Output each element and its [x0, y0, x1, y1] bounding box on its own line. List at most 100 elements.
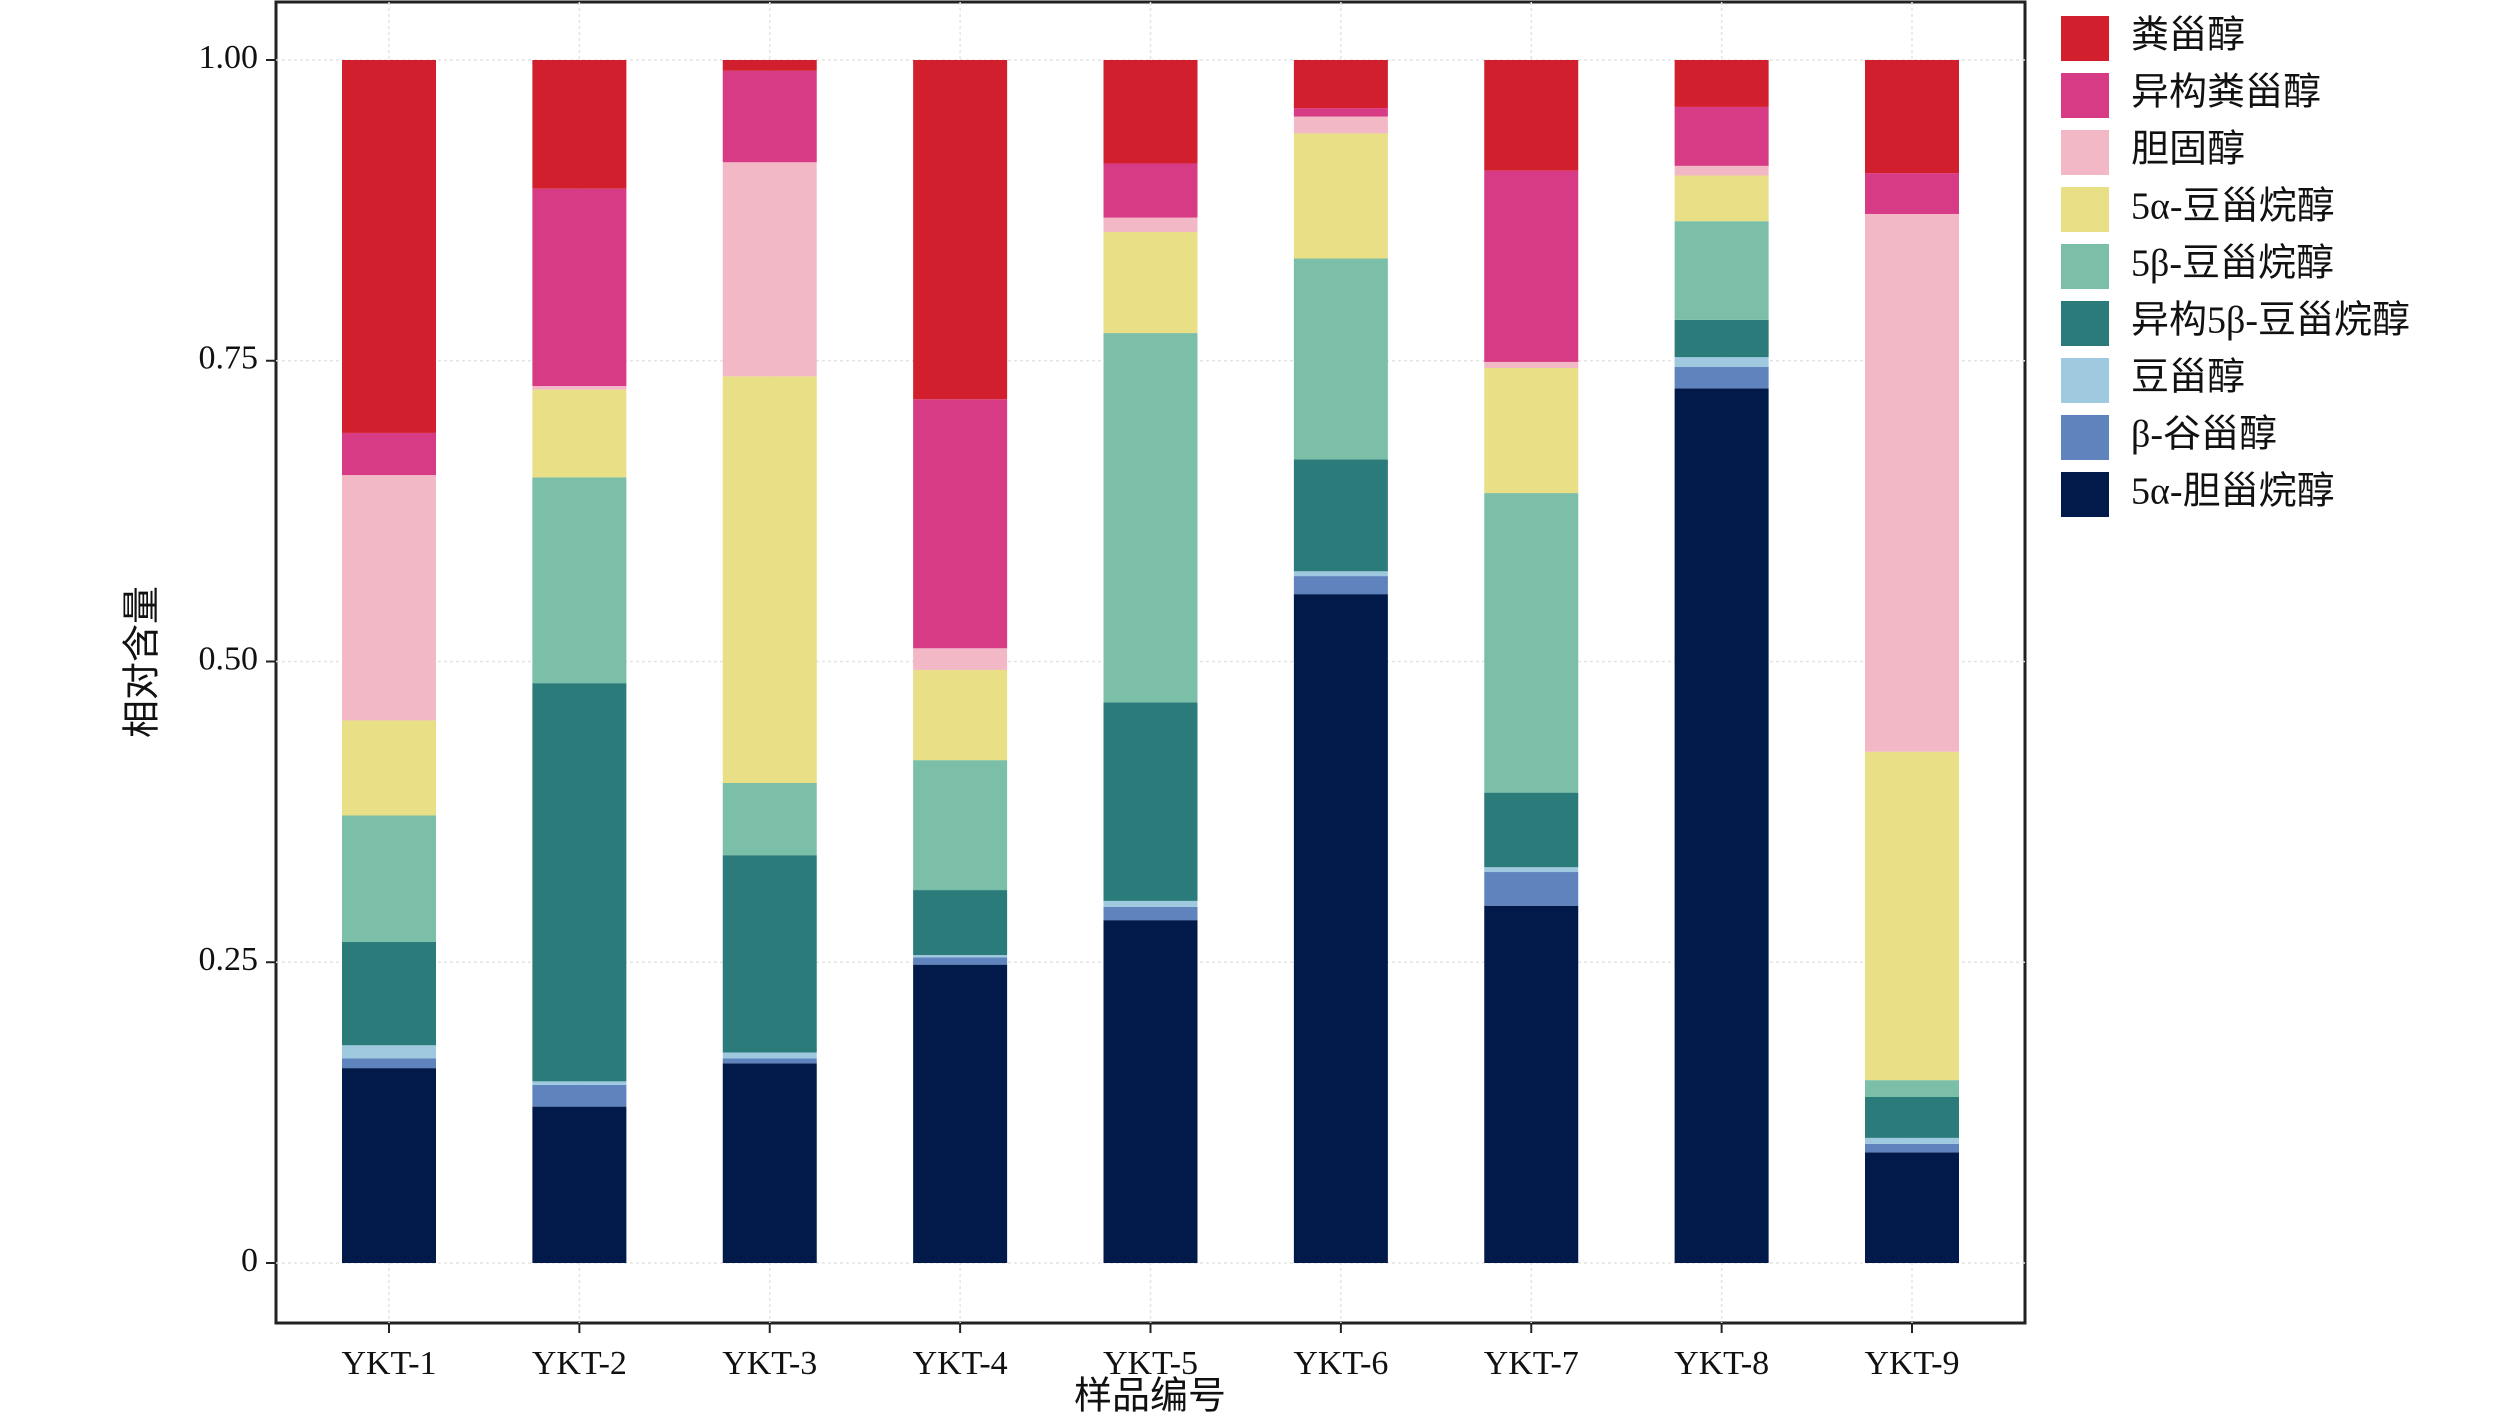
bar-segment — [1865, 213, 1959, 752]
bar-segment — [722, 376, 817, 784]
bar-segment — [342, 475, 436, 721]
legend-swatch — [2061, 73, 2109, 118]
bar-segment — [532, 386, 627, 390]
bar-segment — [1103, 900, 1198, 907]
legend-label: 异构5β-豆甾烷醇 — [2131, 300, 2410, 342]
bar-segment — [342, 1068, 436, 1263]
bar-segment — [342, 941, 436, 1046]
legend-label: 粪甾醇 — [2131, 15, 2245, 57]
bar-segment — [342, 1058, 436, 1069]
bar-segment — [1103, 163, 1198, 218]
bar-segment — [913, 964, 1008, 1263]
bar-segment — [722, 783, 817, 856]
bar-segment — [1865, 1143, 1959, 1153]
bar-segment — [1103, 232, 1198, 334]
bar-segment — [532, 477, 627, 684]
x-tick-label: YKT-9 — [1864, 1345, 1959, 1382]
legend-label: β-谷甾醇 — [2131, 414, 2277, 456]
bar-segment — [1674, 165, 1769, 176]
bar-segment — [1293, 459, 1388, 572]
bar-segment — [913, 669, 1008, 761]
bar-segment — [913, 955, 1008, 958]
x-axis-title: 样品编号 — [1074, 1376, 1226, 1418]
legend-swatch — [2061, 244, 2109, 289]
y-tick-label: 0.75 — [199, 340, 259, 377]
bar-segment — [722, 855, 817, 1053]
x-tick-label: YKT-5 — [1103, 1345, 1198, 1382]
bar-segment — [1674, 221, 1769, 320]
x-tick-label: YKT-2 — [532, 1345, 627, 1382]
bar-segment — [1293, 571, 1388, 577]
bar-segment — [1293, 108, 1388, 117]
bar-segment — [1484, 872, 1579, 906]
legend-swatch — [2061, 415, 2109, 460]
y-tick-label: 0 — [241, 1242, 258, 1279]
legend-swatch — [2061, 301, 2109, 346]
legend-label: 5α-胆甾烷醇 — [2131, 471, 2335, 513]
bar-segment — [1484, 170, 1579, 362]
bar-segment — [532, 389, 627, 478]
legend-swatch — [2061, 130, 2109, 175]
bar-segment — [1865, 60, 1959, 174]
legend-swatch — [2061, 16, 2109, 61]
bar-segment — [532, 1081, 627, 1085]
bar-segment — [1674, 366, 1769, 389]
bar-segment — [1674, 388, 1769, 1263]
bar-segment — [722, 60, 817, 71]
bar-segment — [532, 60, 627, 189]
x-tick-label: YKT-3 — [722, 1345, 817, 1382]
bar-segment — [342, 720, 436, 816]
bar-segment — [913, 399, 1008, 649]
bar-segment — [1103, 702, 1198, 901]
bar-segment — [1484, 792, 1579, 868]
bar-segment — [1865, 751, 1959, 1081]
bar-segment — [1865, 173, 1959, 214]
bar-segment — [342, 432, 436, 476]
bar-segment — [532, 1084, 627, 1107]
bar-segment — [1484, 367, 1579, 494]
legend-label: 5β-豆甾烷醇 — [2131, 243, 2334, 285]
bar-segment — [1103, 906, 1198, 921]
x-tick-label: YKT-8 — [1674, 1345, 1769, 1382]
legend-label: 5α-豆甾烷醇 — [2131, 186, 2335, 228]
legend-swatch — [2061, 358, 2109, 403]
legend-swatch — [2061, 187, 2109, 232]
bar-segment — [1103, 217, 1198, 233]
x-tick-label: YKT-7 — [1484, 1345, 1579, 1382]
x-tick-label: YKT-1 — [341, 1345, 436, 1382]
bar-segment — [1674, 175, 1769, 222]
bar-segment — [913, 957, 1008, 965]
bar-segment — [913, 760, 1008, 891]
bar-segment — [1674, 106, 1769, 166]
bar-segment — [1484, 905, 1579, 1263]
x-tick-label: YKT-6 — [1293, 1345, 1388, 1382]
bar-segment — [1103, 333, 1198, 703]
bar-segment — [1865, 1096, 1959, 1138]
bar-segment — [1293, 116, 1388, 134]
bar-segment — [1674, 319, 1769, 358]
bar-segment — [342, 60, 436, 433]
bar-segment — [1293, 576, 1388, 595]
x-tick-label: YKT-4 — [913, 1345, 1008, 1382]
bar-segment — [1103, 920, 1198, 1263]
y-tick-label: 1.00 — [199, 39, 259, 76]
bar-segment — [342, 1045, 436, 1059]
bar-segment — [1293, 60, 1388, 109]
bar-segment — [1865, 1152, 1959, 1263]
legend-swatch — [2061, 472, 2109, 517]
bar-segment — [1484, 60, 1579, 171]
bar-segment — [722, 162, 817, 377]
y-tick-label: 0.50 — [199, 640, 259, 677]
bar-segment — [532, 188, 627, 387]
bar-segment — [1103, 60, 1198, 164]
bar-segment — [913, 60, 1008, 400]
y-tick-label: 0.25 — [199, 941, 259, 978]
bar-segment — [1674, 357, 1769, 367]
bar-segment — [722, 1052, 817, 1059]
bar-segment — [532, 1106, 627, 1263]
bar-segment — [722, 1058, 817, 1064]
bar-segment — [1484, 493, 1579, 793]
bar-segment — [722, 70, 817, 163]
bar-segment — [1293, 133, 1388, 259]
